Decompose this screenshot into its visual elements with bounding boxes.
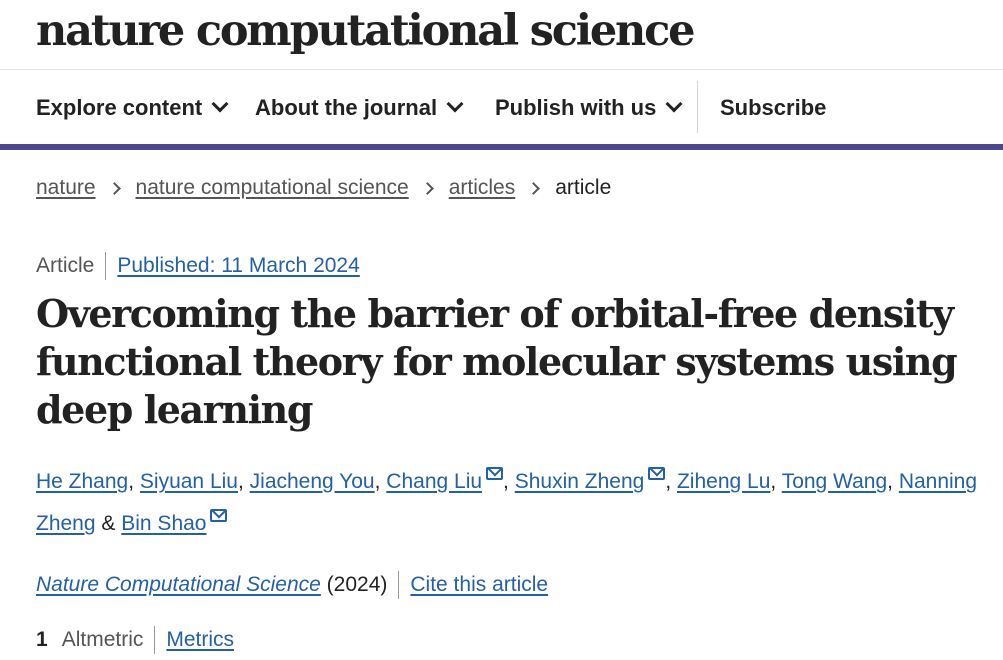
mail-icon[interactable]	[486, 467, 504, 480]
author-separator: ,	[503, 470, 515, 493]
author-link[interactable]: Bin Shao	[121, 512, 207, 535]
author-separator: ,	[665, 470, 677, 493]
nav-about-journal-label: About the journal	[255, 94, 438, 120]
main-nav: Explore content About the journal Publis…	[0, 70, 1003, 145]
author-link[interactable]: Tong Wang	[781, 470, 888, 493]
author-link[interactable]: Chang Liu	[386, 470, 483, 493]
chevron-right-icon	[527, 181, 541, 195]
cite-article-link[interactable]: Cite this article	[410, 573, 549, 596]
citation-line: Nature Computational Science (2024) Cite…	[36, 571, 548, 599]
author-separator: ,	[770, 470, 782, 493]
metrics-bar: 1 Altmetric Metrics	[36, 626, 234, 654]
breadcrumb-current: article	[555, 176, 612, 199]
altmetric-count: 1	[36, 628, 48, 651]
nav-about-journal[interactable]: About the journal	[255, 70, 464, 145]
nav-subscribe[interactable]: Subscribe	[720, 94, 827, 120]
author-link[interactable]: Nanning Zheng	[36, 470, 978, 535]
accent-bar	[0, 144, 1003, 150]
author-separator: ,	[128, 470, 140, 493]
author-list: He Zhang, Siyuan Liu, Jiacheng You, Chan…	[36, 461, 996, 545]
breadcrumb-journal[interactable]: nature computational science	[135, 176, 409, 199]
mail-icon[interactable]	[648, 467, 666, 480]
site-title[interactable]: nature computational science	[36, 6, 695, 56]
breadcrumb: nature nature computational science arti…	[36, 176, 611, 200]
nav-publish-with-us[interactable]: Publish with us	[495, 70, 683, 145]
chevron-down-icon	[211, 95, 229, 112]
chevron-right-icon	[107, 181, 121, 195]
author-separator: ,	[237, 470, 250, 493]
altmetric-label: Altmetric	[61, 628, 144, 651]
author-link[interactable]: Ziheng Lu	[676, 470, 771, 493]
chevron-right-icon	[420, 181, 434, 195]
article-title: Overcoming the barrier of orbital-free d…	[36, 291, 958, 432]
author-conjunction: &	[101, 512, 116, 535]
author-link[interactable]: He Zhang	[36, 470, 129, 493]
nav-explore-content[interactable]: Explore content	[36, 70, 229, 145]
nav-publish-with-us-label: Publish with us	[495, 94, 657, 120]
header-divider	[0, 69, 1003, 70]
breadcrumb-nature[interactable]: nature	[36, 176, 96, 199]
nav-separator	[697, 81, 698, 133]
author-link[interactable]: Jiacheng You	[249, 470, 375, 493]
article-type: Article	[36, 254, 95, 277]
author-separator: ,	[887, 470, 899, 493]
journal-link[interactable]: Nature Computational Science	[36, 573, 321, 596]
author-link[interactable]: Shuxin Zheng	[514, 470, 645, 493]
metrics-link[interactable]: Metrics	[166, 628, 235, 651]
chevron-down-icon	[446, 95, 464, 112]
mail-icon[interactable]	[210, 509, 228, 522]
author-separator: ,	[374, 470, 387, 493]
chevron-down-icon	[665, 95, 683, 112]
author-link[interactable]: Siyuan Liu	[139, 470, 238, 493]
nav-explore-content-label: Explore content	[36, 94, 203, 120]
metrics-separator	[154, 626, 156, 654]
citation-separator	[398, 571, 400, 599]
publication-year: (2024)	[326, 573, 388, 596]
article-meta: Article Published: 11 March 2024	[36, 252, 360, 280]
meta-separator	[105, 252, 107, 280]
published-date-link[interactable]: Published: 11 March 2024	[117, 254, 360, 277]
breadcrumb-articles[interactable]: articles	[448, 176, 516, 199]
